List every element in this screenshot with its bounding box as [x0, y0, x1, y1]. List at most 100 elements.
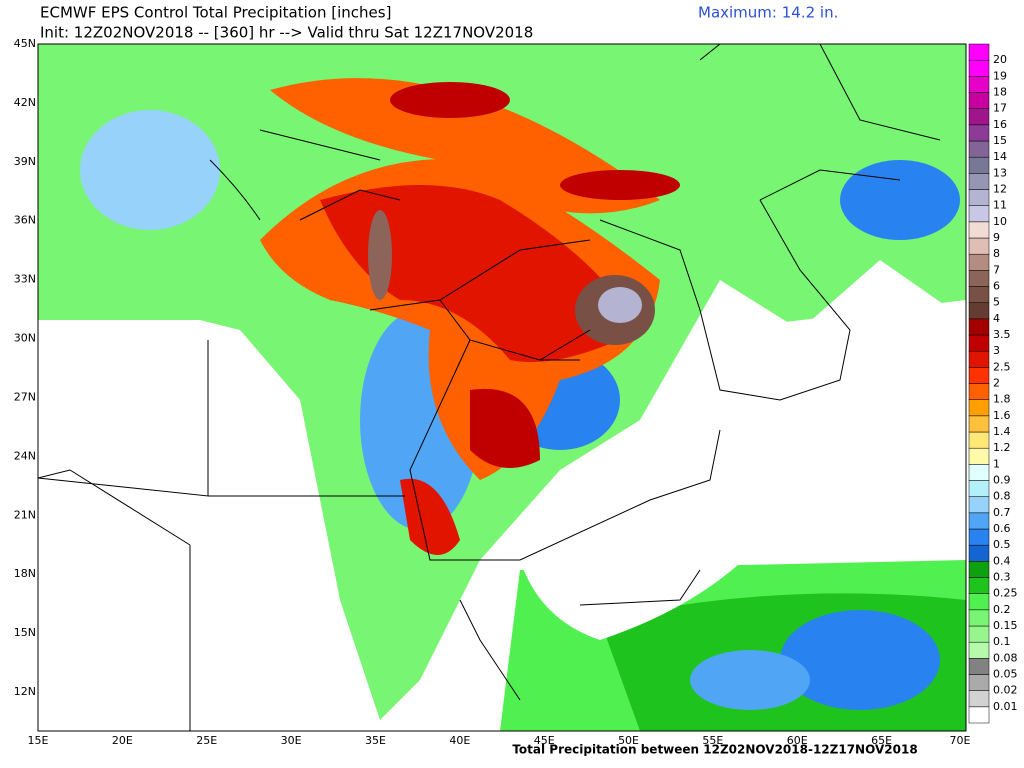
legend-label: 0.9 — [993, 474, 1011, 487]
legend-label: 19 — [993, 69, 1007, 82]
color-swatch — [968, 59, 990, 77]
color-swatch — [968, 447, 990, 465]
color-swatch — [968, 270, 990, 287]
lat-label: 21N — [14, 508, 36, 521]
maximum: Maximum: 14.2 in. — [698, 4, 838, 22]
legend-label: 0.05 — [993, 668, 1018, 681]
legend-label: 20 — [993, 53, 1007, 66]
legend-label: 2.5 — [993, 360, 1011, 373]
color-bar: 0.01 0.02 0.05 0.08 0.1 0.15 0.2 0.25 0.3 0.4 0.5 0… — [968, 43, 1018, 724]
color-swatch — [968, 286, 990, 303]
lat-label: 33N — [14, 273, 36, 286]
color-swatch — [968, 221, 990, 239]
color-swatch — [968, 334, 990, 352]
legend-label: 5 — [993, 296, 1000, 309]
color-swatch — [968, 528, 990, 546]
color-swatch — [968, 431, 990, 449]
legend-label: 14 — [993, 150, 1007, 163]
lat-label: 18N — [14, 567, 36, 580]
lon-label: 20E — [112, 734, 133, 747]
color-swatch — [968, 76, 990, 93]
legend-label: 15 — [993, 134, 1007, 147]
color-swatch — [968, 706, 990, 724]
color-swatch — [968, 496, 990, 514]
precip-field — [38, 44, 966, 731]
color-swatch — [968, 625, 990, 643]
lon-label: 15E — [28, 734, 49, 747]
lon-label: 45E — [534, 734, 555, 747]
legend-label: 0.08 — [993, 651, 1018, 664]
lat-label: 36N — [14, 214, 36, 227]
lat-label: 42N — [14, 96, 36, 109]
lon-label: 55E — [702, 734, 723, 747]
legend-label: 4 — [993, 312, 1000, 325]
color-swatch — [968, 318, 990, 336]
lon-label: 70E — [950, 734, 971, 747]
legend-label: 3.5 — [993, 328, 1011, 341]
title: ECMWF EPS Control Total Precipitation [i… — [40, 4, 391, 22]
color-swatch — [968, 92, 990, 109]
color-swatch — [968, 641, 990, 659]
lon-label: 40E — [449, 734, 470, 747]
legend-label: 1.6 — [993, 409, 1011, 422]
color-swatch — [968, 205, 990, 223]
legend-label: 17 — [993, 102, 1007, 115]
legend-label: 10 — [993, 215, 1007, 228]
color-swatch — [968, 577, 990, 594]
lat-label: 30N — [14, 332, 36, 345]
legend-label: 0.25 — [993, 587, 1018, 600]
lon-label: 65E — [871, 734, 892, 747]
legend-label: 0.8 — [993, 490, 1011, 503]
color-swatch — [968, 544, 990, 562]
legend-label: 0.6 — [993, 522, 1011, 535]
legend-label: 18 — [993, 86, 1007, 99]
color-swatch — [968, 658, 990, 675]
color-swatch — [968, 690, 990, 708]
lon-label: 60E — [787, 734, 808, 747]
legend-label: 0.01 — [993, 700, 1018, 713]
legend-label: 0.4 — [993, 554, 1011, 567]
color-swatch — [968, 156, 990, 174]
color-swatch — [968, 253, 990, 271]
legend-label: 0.02 — [993, 684, 1018, 697]
legend-label: 1.2 — [993, 441, 1011, 454]
color-swatch — [968, 302, 990, 320]
legend-label: 12 — [993, 183, 1007, 196]
color-swatch — [968, 674, 990, 691]
lon-label: 50E — [618, 734, 639, 747]
legend-label: 0.1 — [993, 635, 1011, 648]
color-swatch — [968, 108, 990, 126]
color-swatch — [968, 480, 990, 497]
lat-label: 24N — [14, 449, 36, 462]
legend-label: 7 — [993, 263, 1000, 276]
color-swatch — [968, 173, 990, 190]
legend-label: 0.3 — [993, 571, 1011, 584]
legend-label: 1.4 — [993, 425, 1011, 438]
color-swatch — [968, 464, 990, 481]
legend-label: 16 — [993, 118, 1007, 131]
lat-label: 12N — [14, 685, 36, 698]
legend-label: 2 — [993, 377, 1000, 390]
map-frame — [37, 43, 967, 732]
legend-label: 11 — [993, 199, 1007, 212]
legend-label: 0.2 — [993, 603, 1011, 616]
color-swatch — [968, 367, 990, 384]
legend-label: 1 — [993, 457, 1000, 470]
color-swatch — [968, 593, 990, 611]
legend-label: 3 — [993, 344, 1000, 357]
footer-caption: Total Precipitation between 12Z02NOV2018… — [512, 743, 917, 757]
color-swatch — [968, 383, 990, 400]
lat-label: 39N — [14, 155, 36, 168]
lon-label: 30E — [281, 734, 302, 747]
color-swatch — [968, 561, 990, 578]
legend-label: 9 — [993, 231, 1000, 244]
legend-label: 13 — [993, 166, 1007, 179]
subtitle: Init: 12Z02NOV2018 -- [360] hr --> Valid… — [40, 24, 533, 42]
legend-label: 8 — [993, 247, 1000, 260]
legend-label: 0.7 — [993, 506, 1011, 519]
legend-label: 1.8 — [993, 393, 1011, 406]
color-swatch — [968, 609, 990, 627]
color-swatch — [968, 415, 990, 433]
color-swatch — [968, 140, 990, 158]
lon-label: 25E — [196, 734, 217, 747]
